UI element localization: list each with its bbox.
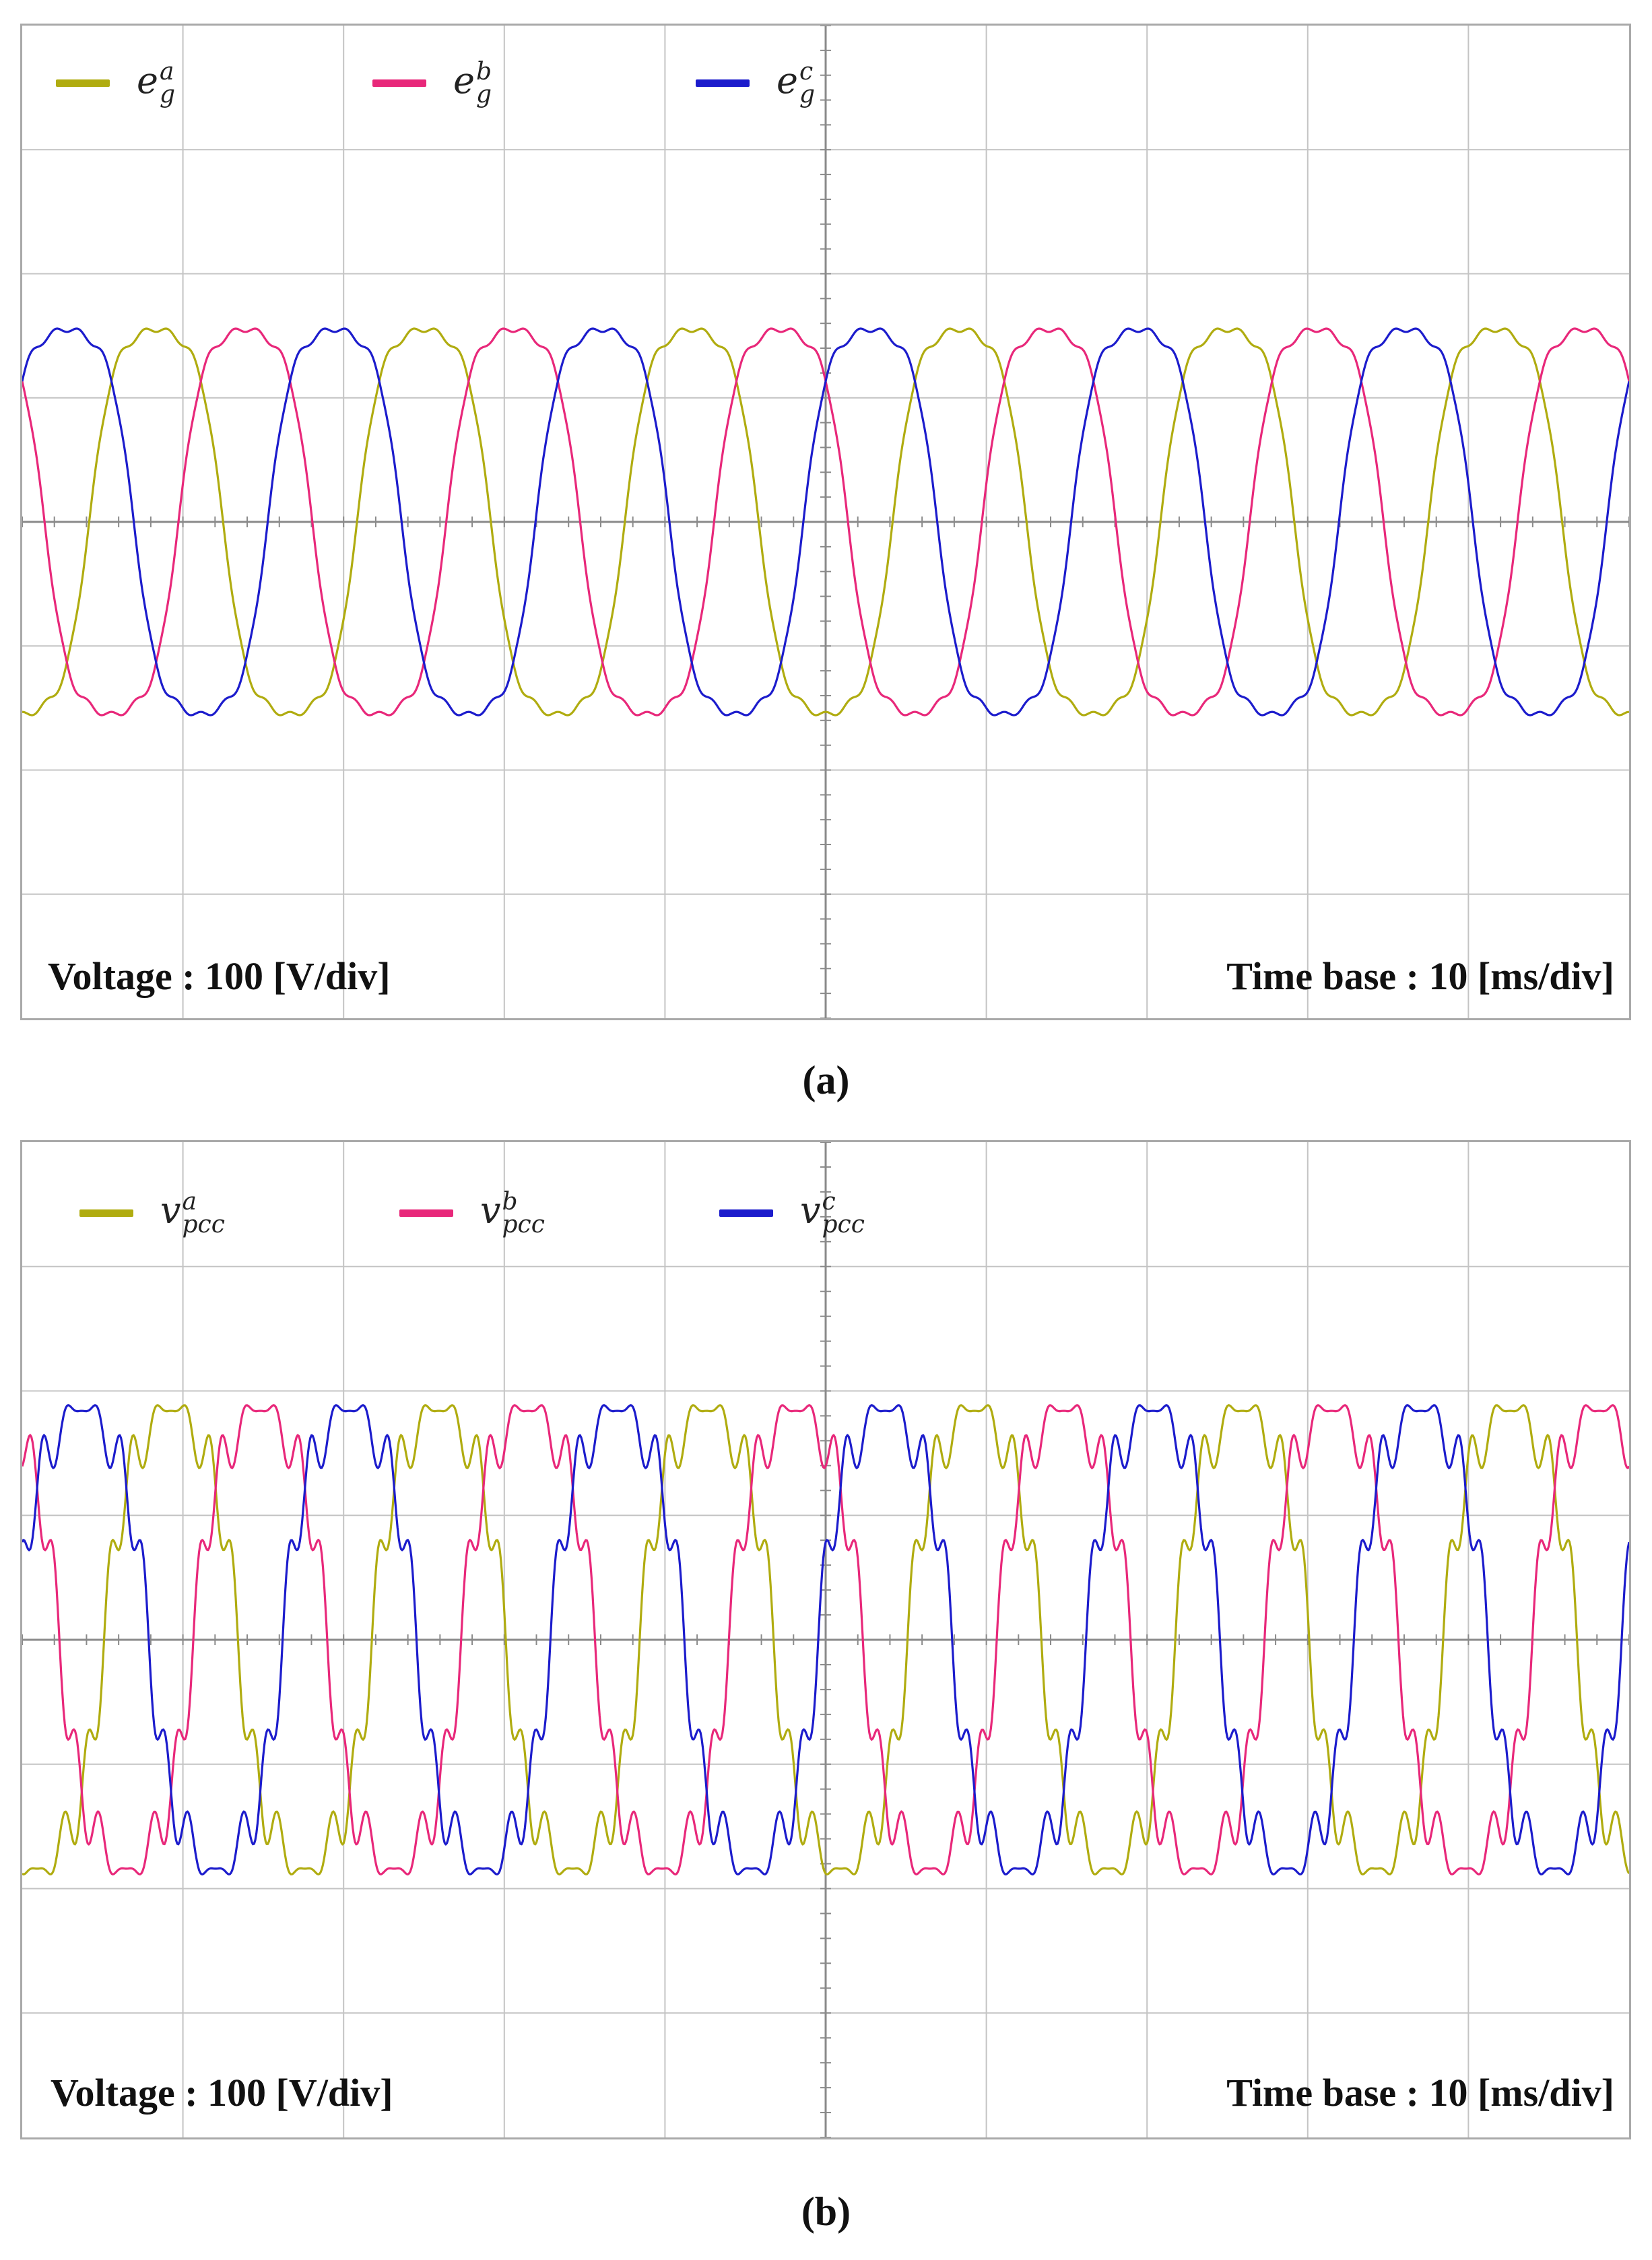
trace-phase-a bbox=[22, 327, 1629, 717]
trace-phase-a bbox=[22, 1404, 1629, 1875]
voltage-scale-note: Voltage : 100 [V/div] bbox=[48, 954, 391, 998]
scope-plot-b bbox=[22, 1142, 1629, 2137]
legend-item-pcc-a: v a pcc bbox=[79, 1187, 225, 1238]
scope-plot-a bbox=[22, 26, 1629, 1018]
legend-symbol-pcc-b: v b pcc bbox=[480, 1187, 545, 1238]
legend-swatch-a bbox=[56, 79, 110, 87]
legend-item-pcc-b: v b pcc bbox=[399, 1187, 545, 1238]
legend-swatch-b bbox=[372, 79, 426, 87]
legend-symbol-pcc-a: v a pcc bbox=[160, 1187, 225, 1238]
timebase-note: Time base : 10 [ms/div] bbox=[1226, 2071, 1614, 2115]
legend-swatch-pcc-a bbox=[79, 1209, 133, 1217]
panel-label-b: (b) bbox=[801, 2189, 851, 2234]
legend-item-pcc-c: v c pcc bbox=[719, 1187, 865, 1238]
legend-swatch-c bbox=[696, 79, 750, 87]
oscilloscope-panel-b: v a pcc v b pcc v c pcc Voltage : 100 [V/div] … bbox=[20, 1140, 1631, 2139]
trace-phase-b bbox=[22, 1404, 1629, 1875]
trace-phase-c bbox=[22, 327, 1629, 717]
trace-phase-c bbox=[22, 1404, 1629, 1875]
timebase-note: Time base : 10 [ms/div] bbox=[1226, 954, 1614, 998]
legend-swatch-pcc-c bbox=[719, 1209, 773, 1217]
voltage-scale-note: Voltage : 100 [V/div] bbox=[51, 2071, 393, 2115]
legend-swatch-pcc-b bbox=[399, 1209, 453, 1217]
legend-symbol-pcc-c: v c pcc bbox=[800, 1187, 865, 1238]
panel-label-a: (a) bbox=[802, 1058, 850, 1102]
